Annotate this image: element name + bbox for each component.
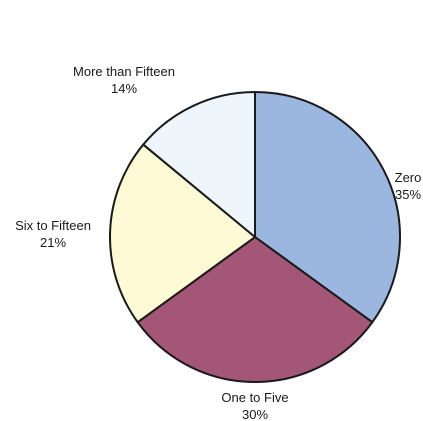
- slice-percent-label: 30%: [242, 407, 268, 421]
- pie-slice-one-to-five: [136, 236, 374, 384]
- slice-percent-label: 14%: [111, 81, 137, 96]
- slice-label: Zero: [395, 170, 422, 185]
- slice-percent-label: 21%: [40, 235, 66, 250]
- pie-slice-more-than-fifteen: [142, 91, 256, 238]
- slice-label: One to Five: [221, 390, 288, 405]
- slice-label: Six to Fifteen: [15, 218, 91, 233]
- pie-slice-six-to-fifteen: [109, 143, 256, 324]
- slice-percent-label: 35%: [395, 187, 421, 202]
- pie-labels: Zero 35% One to Five 30% Six to Fifteen 21% Mo…: [15, 64, 421, 421]
- slice-label: More than Fifteen: [73, 64, 175, 79]
- pie-slice-zero: [254, 91, 401, 324]
- pie-slices: [109, 91, 401, 384]
